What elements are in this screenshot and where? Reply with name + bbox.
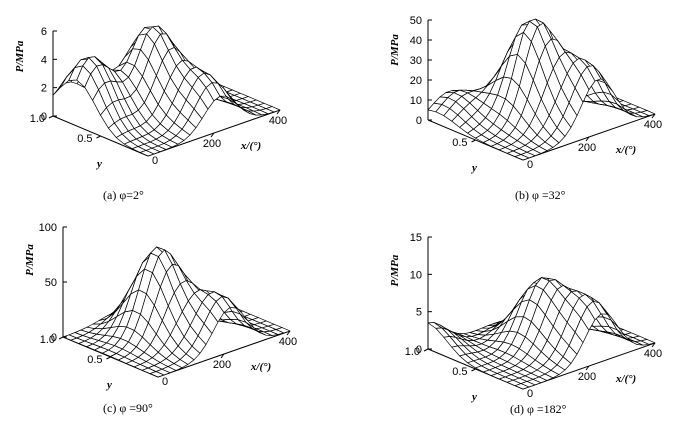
z-tick-label: 10 [410,95,422,107]
x-tick-label: 400 [644,348,662,360]
x-tick-label-zero: 0 [162,376,168,388]
y-tick-label: 0.5 [77,133,92,145]
surface-mesh-d [427,277,656,390]
y-axis-label: y [95,158,102,170]
x-tick-label-zero: 0 [152,155,158,167]
surface-mesh-b [427,18,656,161]
x-axis-label: x/(°) [250,361,271,373]
z-tick-label: 2 [41,83,47,95]
y-tick-label: 1.0 [40,334,55,346]
y-tick-label: 0.5 [87,354,102,366]
x-tick-label: 400 [269,115,287,127]
z-tick-label: 0 [416,115,422,127]
y-tick-label: 0.5 [452,366,467,378]
z-tick-label: 30 [410,55,422,67]
y-axis-label: y [470,391,477,403]
x-tick-label: 200 [203,138,221,150]
mesh-cell [640,339,656,345]
z-tick-label: 0 [51,332,57,344]
panel-caption: (a) φ=2° [103,188,144,202]
panel-caption: (d) φ =182° [510,402,567,416]
y-axis-label: y [105,379,112,391]
x-axis-label: x/(°) [240,140,261,152]
z-axis-label: P/MPa [389,34,401,66]
mesh-cell [275,327,291,334]
x-tick-label: 200 [213,359,231,371]
z-tick-label: 5 [416,307,422,319]
mesh-cell [640,110,656,116]
surface-mesh-c [62,246,291,378]
z-axis-label: P/MPa [24,244,36,276]
z-axis-label: P/MPa [389,254,401,286]
y-tick-label: 0.5 [452,137,467,149]
x-tick-label: 400 [279,336,297,348]
panel-caption: (b) φ =32° [515,188,566,202]
z-tick-label: 0 [416,344,422,356]
y-tick-label: 1.0 [405,346,420,358]
x-axis-label: x/(°) [615,144,636,156]
surface-plot-b: 0 10 20 30 40 50 200 400 0 0.5 x/(°) y P/MPa (b) φ =3… [389,15,662,202]
z-tick-label: 20 [410,75,422,87]
z-tick-label: 40 [410,35,422,47]
y-axis-label: y [470,162,477,174]
z-tick-label: 50 [410,15,422,27]
z-tick-label: 15 [410,232,422,244]
z-tick-label: 6 [41,26,47,38]
x-tick-label: 400 [644,119,662,131]
y-tick-label: 1.0 [30,113,45,125]
x-tick-label: 200 [578,142,596,154]
z-tick-label: 100 [39,222,57,234]
x-tick-label: 200 [578,371,596,383]
surface-mesh-a [52,25,281,157]
mesh-cell [265,106,281,113]
z-tick-label: 50 [45,277,57,289]
z-axis-label: P/MPa [14,40,26,72]
panel-caption: (c) φ =90° [103,401,153,415]
x-axis-label: x/(°) [615,373,636,385]
z-tick-label: 4 [41,54,47,66]
z-tick-label: 0 [41,111,47,123]
z-tick-label: 10 [410,269,422,281]
x-tick-label-zero: 0 [527,159,533,171]
x-tick-label-zero: 0 [527,388,533,400]
